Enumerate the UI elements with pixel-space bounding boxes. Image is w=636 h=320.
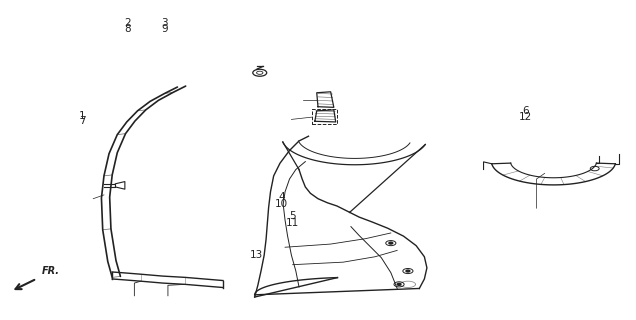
Text: 11: 11 (286, 218, 300, 228)
Text: 3: 3 (162, 18, 168, 28)
Text: 6: 6 (522, 106, 529, 116)
Text: 2: 2 (125, 18, 132, 28)
Circle shape (406, 270, 410, 272)
Text: 1: 1 (79, 111, 86, 121)
Text: 7: 7 (79, 116, 86, 126)
Text: 10: 10 (275, 199, 288, 209)
Text: 5: 5 (289, 212, 296, 221)
Circle shape (389, 242, 392, 244)
Text: 8: 8 (125, 24, 132, 34)
Text: 12: 12 (519, 112, 532, 122)
Text: FR.: FR. (42, 266, 60, 276)
Text: 4: 4 (278, 192, 284, 203)
Text: 9: 9 (162, 24, 168, 34)
Text: 13: 13 (249, 250, 263, 260)
Circle shape (397, 284, 401, 285)
